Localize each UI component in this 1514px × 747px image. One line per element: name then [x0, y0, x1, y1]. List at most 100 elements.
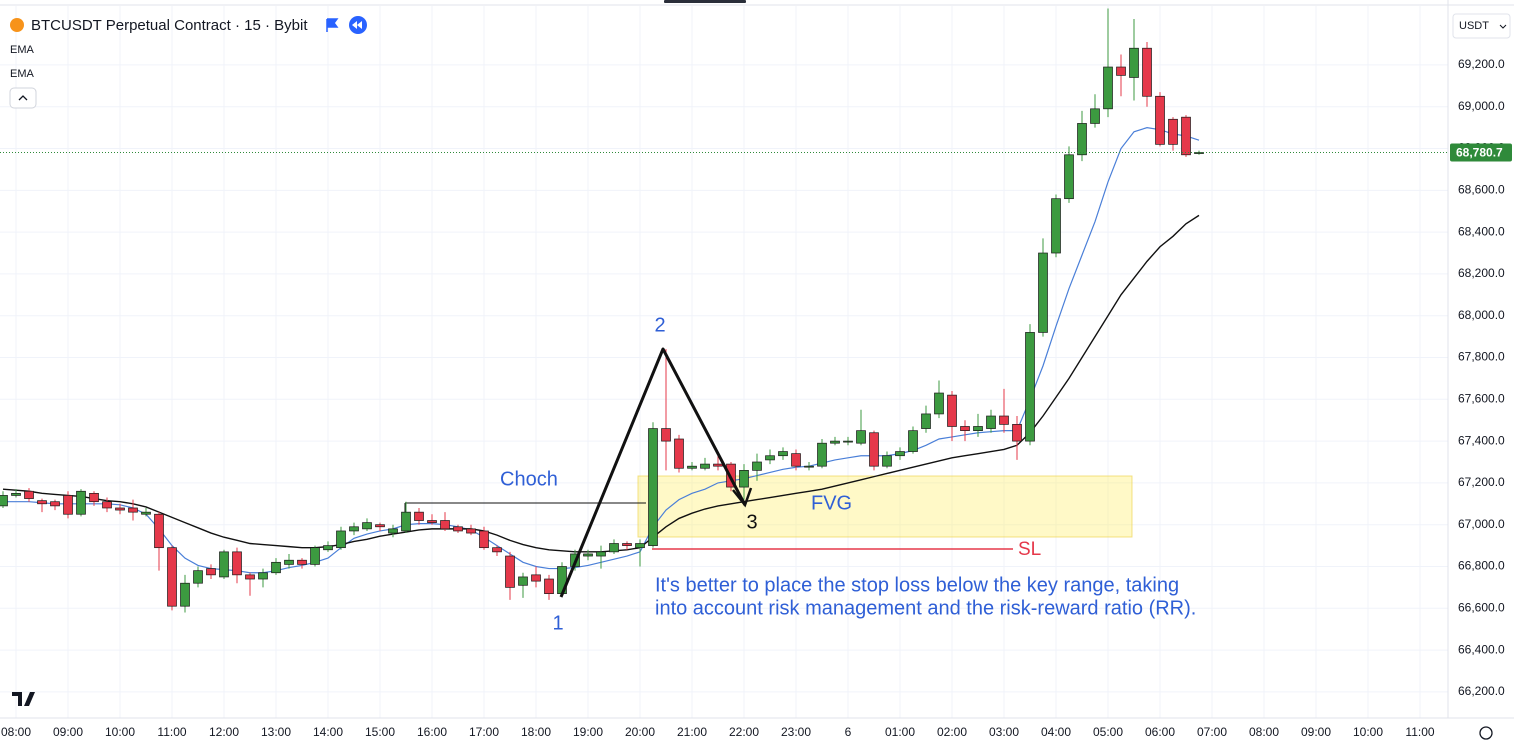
candle-body [947, 394, 957, 427]
y-tick-label: 69,200.0 [1458, 57, 1505, 71]
y-tick-label: 67,000.0 [1458, 517, 1505, 531]
candle-body [609, 543, 619, 553]
candle-body [1142, 47, 1152, 97]
candle-body [1129, 47, 1139, 78]
candle-body [544, 578, 554, 595]
candle-body [700, 463, 710, 469]
candle-body [258, 572, 268, 580]
candle-body [232, 551, 242, 576]
zigzag [559, 347, 747, 598]
x-tick-label: 04:00 [1041, 725, 1071, 739]
candle-body [492, 547, 502, 553]
y-tick-label: 66,200.0 [1458, 684, 1505, 698]
candle-body [1012, 424, 1022, 442]
candle-body [154, 513, 164, 549]
candle-body [986, 415, 996, 429]
candle-body [778, 451, 788, 457]
candle-body [37, 500, 47, 505]
settings-icon[interactable] [1479, 726, 1493, 740]
candle-body [973, 426, 983, 432]
candle-body [11, 492, 21, 496]
candle-body [674, 438, 684, 469]
candle-body [622, 543, 632, 546]
candle-body [128, 507, 138, 513]
candle-body [1194, 152, 1204, 154]
candle-body [1077, 123, 1087, 156]
top-tab [664, 0, 746, 3]
candle-body [50, 501, 60, 507]
y-tick-label: 68,400.0 [1458, 224, 1505, 238]
candle-body [63, 495, 73, 515]
candle-body [817, 442, 827, 467]
candle-body [24, 490, 34, 499]
legend-entry: EMA [10, 44, 35, 56]
candle-body [0, 495, 8, 507]
candle-body [167, 547, 177, 607]
note-line: into account risk management and the ris… [655, 597, 1196, 619]
candle-body [284, 559, 294, 565]
candle-body [375, 524, 385, 528]
candle-body [1025, 332, 1035, 442]
candle-body [505, 555, 515, 588]
candle-body [1090, 108, 1100, 124]
candle-body [1155, 95, 1165, 145]
x-tick-label: 08:00 [1249, 725, 1279, 739]
candle-body [245, 574, 255, 580]
x-tick-label: 19:00 [573, 725, 603, 739]
x-tick-label: 20:00 [625, 725, 655, 739]
x-tick-label: 18:00 [521, 725, 551, 739]
candle-body [518, 576, 528, 586]
logo [12, 692, 35, 706]
candle-body [921, 413, 931, 429]
sl-label: SL [1018, 539, 1041, 560]
candle-body [1181, 116, 1191, 156]
x-tick-label: 09:00 [1301, 725, 1331, 739]
y-tick-label: 68,000.0 [1458, 308, 1505, 322]
candle-body [89, 492, 99, 503]
x-tick-label: 11:00 [1405, 725, 1434, 739]
x-tick-label: 15:00 [365, 725, 395, 739]
candle-body [362, 522, 372, 530]
y-tick-label: 66,800.0 [1458, 559, 1505, 573]
flag-icon[interactable] [326, 18, 339, 32]
candle-body [882, 455, 892, 467]
candle-body [414, 511, 424, 521]
y-tick-label: 66,600.0 [1458, 600, 1505, 614]
candle-body [219, 551, 229, 578]
candle-body [271, 561, 281, 574]
candle-body [791, 453, 801, 467]
x-tick-label: 02:00 [937, 725, 967, 739]
candle-body [76, 490, 86, 515]
y-tick-label: 66,400.0 [1458, 642, 1505, 656]
last-price-box [1450, 143, 1512, 162]
candle-body [1116, 66, 1126, 76]
candle-body [466, 528, 476, 534]
candle-body [713, 463, 723, 467]
currency-selector[interactable] [1452, 13, 1511, 39]
candle-body [1103, 66, 1113, 110]
fvg-zone [637, 475, 1133, 538]
axes: 66,200.0 66,400.0 66,600.0 66,800.0 67,000.0… [1, 57, 1512, 739]
x-tick-label: 11:00 [157, 725, 186, 739]
collapse-chevron [18, 95, 28, 101]
collapse-button[interactable] [9, 87, 37, 109]
candle-body [830, 440, 840, 444]
x-tick-label: 13:00 [261, 725, 291, 739]
candle-body [934, 392, 944, 415]
x-tick-label: 14:00 [313, 725, 343, 739]
candle-body [804, 465, 814, 468]
y-tick-label: 67,200.0 [1458, 475, 1505, 489]
candle-body [765, 455, 775, 461]
candle-body [739, 470, 749, 488]
last-price-label: 68,780.7 [1456, 146, 1503, 160]
candle-body [531, 574, 541, 582]
candle-body [1168, 118, 1178, 145]
candle-body [752, 461, 762, 471]
candle-body [401, 511, 411, 532]
plot [0, 8, 1448, 613]
point-3-label: 3 [746, 511, 757, 533]
candle-body [453, 526, 463, 532]
